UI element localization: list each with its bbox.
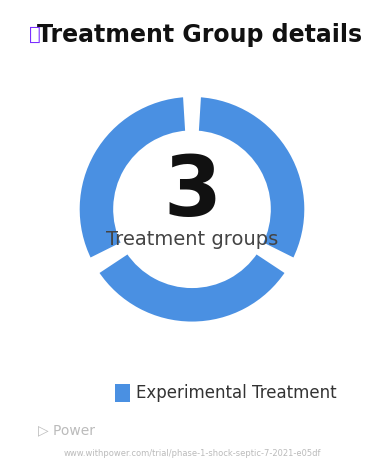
Text: Experimental Treatment: Experimental Treatment [136,384,336,402]
Text: ▷ Power: ▷ Power [38,423,95,437]
Text: 3: 3 [163,152,221,233]
Text: 👥: 👥 [29,26,40,44]
Text: Treatment groups: Treatment groups [106,231,278,249]
Wedge shape [97,252,287,324]
Text: Treatment Group details: Treatment Group details [37,23,362,47]
Text: www.withpower.com/trial/phase-1-shock-septic-7-2021-e05df: www.withpower.com/trial/phase-1-shock-se… [63,449,321,458]
Wedge shape [78,95,187,260]
Wedge shape [197,95,306,260]
